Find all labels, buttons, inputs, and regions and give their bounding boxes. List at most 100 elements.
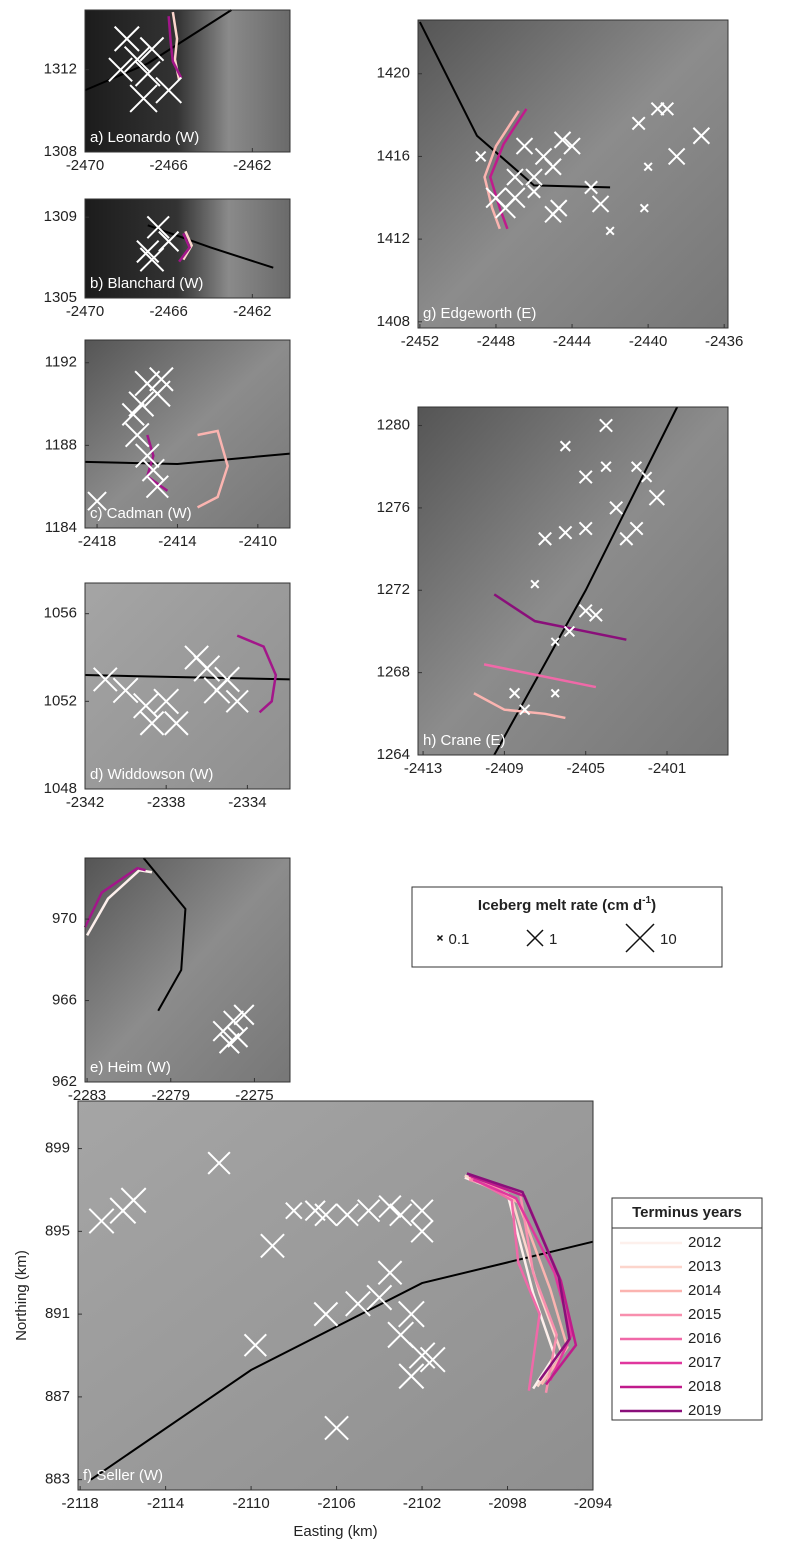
iceberg-marker [648, 489, 665, 506]
iceberg-marker [335, 1203, 359, 1227]
y-tick-label: 1048 [44, 780, 77, 797]
x-tick-label: -2440 [629, 333, 667, 350]
x-tick-label: -2448 [477, 333, 515, 350]
y-tick-label: 1408 [377, 313, 410, 330]
iceberg-marker [139, 247, 165, 272]
iceberg-marker [660, 101, 675, 116]
iceberg-marker [550, 637, 560, 647]
map-background [85, 858, 290, 1082]
legend-label: 2012 [688, 1234, 721, 1251]
melt-legend-title-text: Iceberg melt rate (cm d [478, 897, 642, 914]
iceberg-marker [667, 147, 686, 166]
y-tick-label: 1416 [377, 147, 410, 164]
iceberg-marker [184, 645, 209, 670]
terminus-line [470, 1176, 541, 1391]
legend-label: 2018 [688, 1378, 721, 1395]
iceberg-marker [218, 1032, 240, 1054]
iceberg-marker [410, 1219, 434, 1243]
terminus-line [196, 429, 230, 509]
legend-label: 2019 [688, 1402, 721, 1419]
y-tick-label: 1309 [44, 208, 77, 225]
iceberg-marker [538, 531, 552, 546]
iceberg-marker [527, 184, 541, 199]
axes-frame [417, 19, 729, 329]
iceberg-marker [155, 76, 183, 104]
iceberg-marker [526, 929, 544, 947]
x-tick-label: -2405 [567, 760, 605, 777]
iceberg-marker [630, 461, 643, 473]
iceberg-marker [544, 158, 562, 176]
x-tick-label: -2094 [574, 1495, 612, 1512]
iceberg-marker [304, 1200, 326, 1222]
melt-legend-title: Iceberg melt rate (cm d-1) [478, 895, 656, 914]
iceberg-marker [410, 1199, 434, 1223]
iceberg-marker [419, 1346, 446, 1373]
x-tick-label: -2102 [403, 1495, 441, 1512]
iceberg-marker [389, 1203, 413, 1227]
x-tick-label: -2413 [404, 760, 442, 777]
flowline [84, 674, 291, 681]
axes-frame [84, 9, 291, 153]
iceberg-marker [314, 1203, 338, 1227]
terminus-line [86, 868, 153, 937]
x-tick-label: -2114 [147, 1495, 184, 1512]
x-tick-label: -2470 [66, 157, 104, 174]
x-tick-label: -2401 [648, 760, 686, 777]
iceberg-marker [123, 46, 151, 73]
terminus-line [466, 1172, 571, 1382]
terminus-line [236, 634, 278, 714]
x-tick-label: -2436 [705, 333, 743, 350]
y-tick-label: 1184 [45, 519, 77, 536]
iceberg-marker [158, 230, 180, 252]
y-tick-label: 970 [52, 910, 77, 927]
x-tick-label: -2283 [68, 1087, 106, 1104]
flowline [147, 224, 274, 269]
y-axis-label: Northing (km) [13, 1250, 30, 1341]
legend-label: 2013 [688, 1258, 721, 1275]
legend-label: 2016 [688, 1330, 721, 1347]
iceberg-marker [128, 391, 155, 417]
panel-title: h) Crane (E) [423, 732, 506, 749]
iceberg-marker [139, 710, 165, 736]
iceberg-marker [631, 116, 646, 131]
x-tick-label: -2338 [147, 794, 185, 811]
iceberg-marker [129, 84, 158, 113]
iceberg-marker [153, 688, 180, 715]
x-tick-label: -2444 [553, 333, 591, 350]
iceberg-marker [164, 710, 189, 736]
y-tick-label: 1188 [45, 436, 77, 453]
y-tick-label: 1268 [377, 664, 410, 681]
map-background [85, 583, 290, 789]
flowline [90, 1240, 594, 1481]
iceberg-marker [609, 500, 624, 515]
y-tick-label: 1056 [44, 605, 77, 622]
x-tick-label: -2470 [66, 303, 104, 320]
iceberg-marker [233, 1004, 255, 1026]
terminus-line [167, 16, 183, 79]
iceberg-marker [134, 60, 161, 87]
iceberg-marker [260, 1233, 285, 1259]
iceberg-marker [132, 692, 159, 719]
terminus-line [493, 593, 627, 641]
x-tick-label: -2414 [158, 533, 196, 550]
iceberg-marker [408, 1342, 436, 1369]
y-tick-label: 883 [45, 1471, 70, 1488]
iceberg-marker [600, 461, 612, 473]
panels: -2470 -2466 -2462 1308 1312 a) Leonardo (W) -2… [13, 9, 743, 1540]
iceberg-marker [145, 475, 169, 499]
iceberg-marker [515, 137, 534, 155]
iceberg-marker [397, 1300, 425, 1328]
iceberg-marker [625, 923, 655, 953]
y-tick-label: 891 [45, 1305, 70, 1322]
iceberg-marker [692, 127, 711, 145]
x-tick-label: -2452 [401, 333, 439, 350]
axes-frame [84, 198, 291, 299]
iceberg-marker [139, 36, 165, 62]
x-tick-label: -2275 [235, 1087, 273, 1104]
x-tick-label: -2098 [488, 1495, 526, 1512]
iceberg-marker [146, 215, 170, 239]
axes-frame [84, 582, 291, 790]
iceberg-marker [553, 131, 572, 149]
y-tick-label: 1420 [377, 65, 410, 82]
iceberg-marker [578, 603, 593, 618]
